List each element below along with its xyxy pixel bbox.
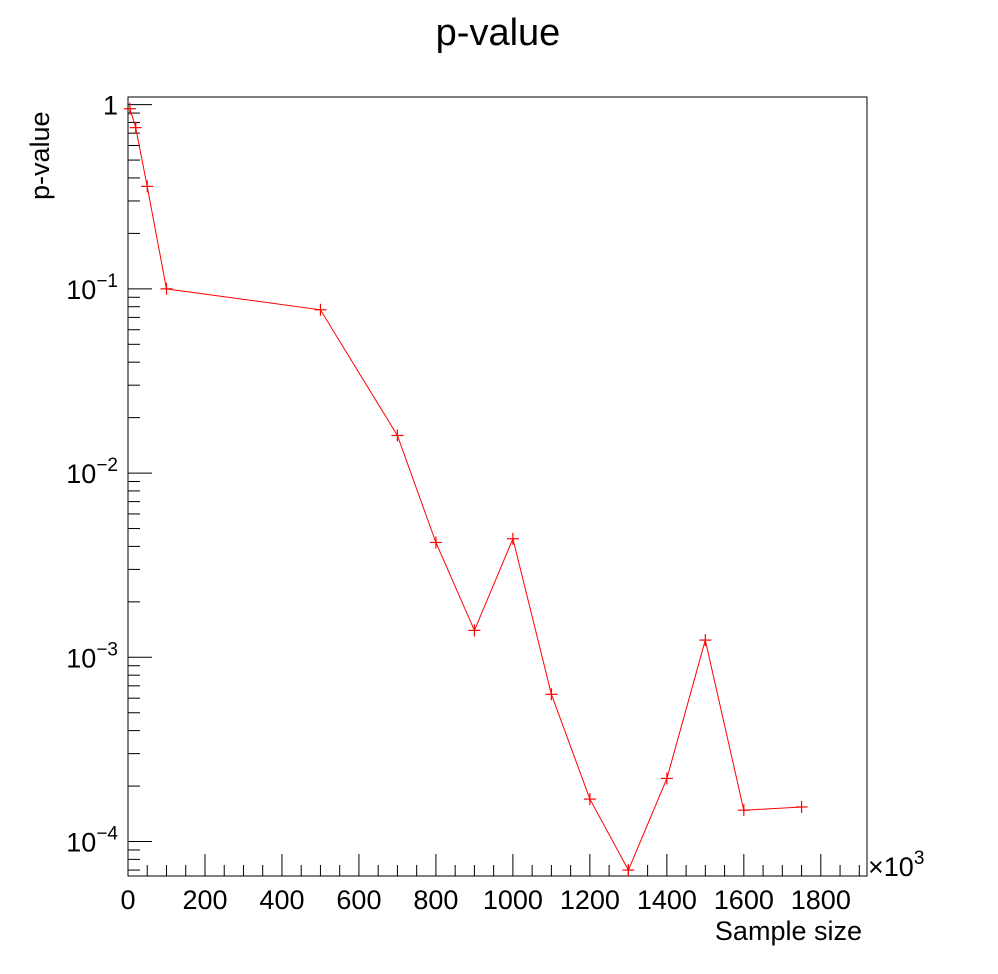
data-point: [429, 536, 442, 549]
x-tick-label: 1600: [714, 885, 774, 915]
y-tick-label: 10−2: [66, 455, 118, 489]
y-tick-base: 10: [66, 275, 96, 305]
data-point: [622, 864, 635, 877]
data-point: [660, 772, 673, 785]
x-tick-label: 1000: [483, 885, 543, 915]
chart-title: p-value: [436, 12, 561, 54]
data-point: [468, 624, 481, 637]
x-tick-label: 1800: [791, 885, 851, 915]
y-tick-exponent: −4: [96, 824, 118, 845]
y-tick-label: 10−4: [66, 824, 118, 858]
x-axis-multiplier: ×103: [868, 848, 924, 882]
x-tick-label: 200: [182, 885, 227, 915]
x-tick-label: 0: [120, 885, 135, 915]
x-tick-label: 400: [259, 885, 304, 915]
y-tick-exponent: −2: [96, 455, 118, 476]
x-tick-label: 1400: [637, 885, 697, 915]
y-tick-base: 10: [66, 828, 96, 858]
x-tick-label: 1200: [560, 885, 620, 915]
x-multiplier-base: ×10: [868, 852, 914, 882]
y-tick-label: 1: [103, 91, 118, 121]
data-point: [123, 102, 136, 115]
data-point: [583, 793, 596, 806]
series-layer: [123, 102, 808, 877]
y-tick-exponent: −3: [96, 639, 118, 660]
data-point: [545, 688, 558, 701]
x-tick-label: 800: [413, 885, 458, 915]
x-tick-label: 600: [336, 885, 381, 915]
data-point: [737, 804, 750, 817]
x-multiplier-exponent: 3: [914, 848, 925, 869]
y-tick-base: 10: [66, 459, 96, 489]
y-tick-label: 10−1: [66, 271, 118, 305]
data-point: [141, 180, 154, 193]
series-line: [129, 108, 802, 872]
data-point: [795, 800, 808, 813]
y-tick-base: 10: [66, 643, 96, 673]
y-axis: 110−110−210−310−4: [66, 91, 152, 871]
data-point: [160, 282, 173, 295]
y-tick-exponent: −1: [96, 271, 118, 292]
data-point: [314, 303, 327, 316]
data-point: [699, 634, 712, 647]
x-axis-label: Sample size: [715, 916, 862, 946]
plot-frame: [127, 96, 868, 877]
data-point: [506, 532, 519, 545]
data-point: [129, 121, 142, 134]
x-axis: 0 200 400 600 800 1000 1200 1400 1600 1800: [120, 854, 860, 915]
y-tick-label: 10−3: [66, 639, 118, 673]
data-point: [391, 429, 404, 442]
y-axis-label: p-value: [25, 111, 55, 200]
